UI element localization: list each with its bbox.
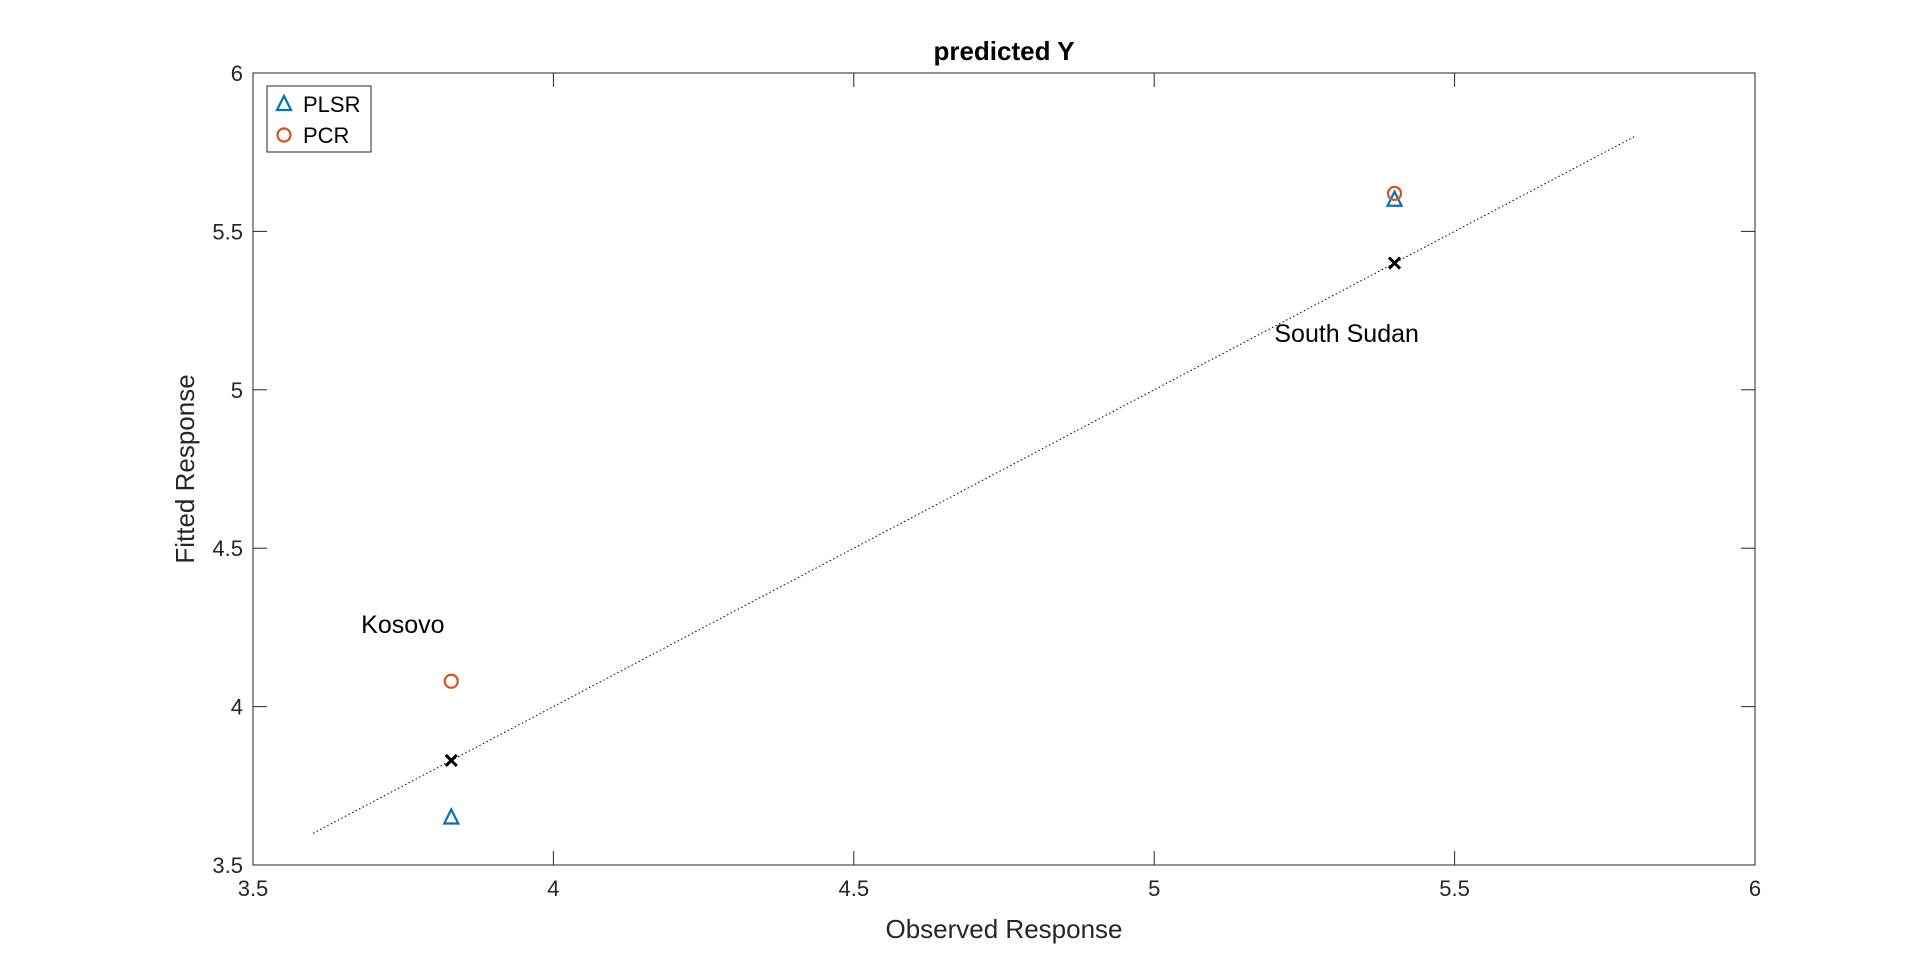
legend-entry-pcr: PCR — [303, 123, 349, 148]
y-tick-label: 3.5 — [212, 853, 243, 878]
x-tick-label: 4 — [547, 876, 559, 901]
y-tick-label: 5.5 — [212, 219, 243, 244]
observed-x-marker — [444, 753, 458, 768]
legend-pcr-marker — [276, 127, 292, 143]
annotations: Kosovo South Sudan — [361, 320, 1419, 639]
annotation-label: South Sudan — [1274, 320, 1419, 348]
annotation-label: Kosovo — [361, 611, 444, 639]
observed-x-marker — [1387, 256, 1402, 270]
x-axis-label: Observed Response — [885, 914, 1122, 944]
plsr-point — [442, 807, 461, 825]
legend: PLSR PCR — [266, 85, 372, 153]
chart-title: predicted Y — [933, 36, 1074, 66]
y-tick-label: 4 — [231, 695, 243, 720]
reference-line — [312, 135, 1636, 834]
x-tick-label: 5.5 — [1439, 876, 1470, 901]
x-tick-label: 5 — [1148, 876, 1160, 901]
y-tick-label: 5 — [231, 378, 243, 403]
legend-plsr-marker — [275, 93, 293, 112]
y-axis-label: Fitted Response — [170, 374, 200, 563]
axis-ticks — [252, 72, 1756, 866]
axis-tick-labels: 3.5 4 4.5 5 5.5 6 3.5 4 4.5 5 5.5 6 — [212, 61, 1761, 901]
y-tick-label: 6 — [231, 61, 243, 86]
x-tick-label: 3.5 — [238, 876, 269, 901]
x-tick-label: 6 — [1749, 876, 1761, 901]
pcr-point — [1386, 185, 1403, 201]
y-tick-label: 4.5 — [212, 536, 243, 561]
data-marks — [442, 185, 1404, 825]
pcr-point — [443, 673, 459, 689]
legend-entry-plsr: PLSR — [303, 92, 360, 117]
x-tick-label: 4.5 — [839, 876, 870, 901]
